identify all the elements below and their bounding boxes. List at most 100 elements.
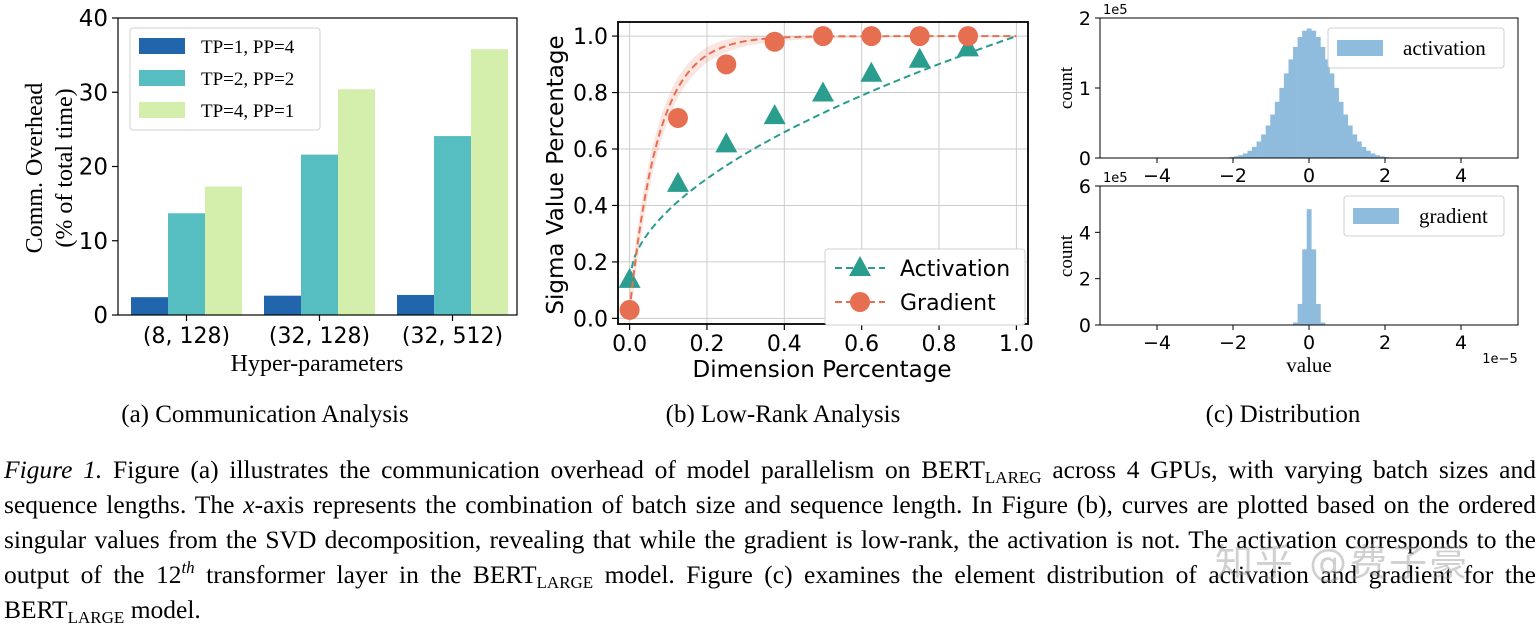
panel-c-top-multiplier: 1e5: [1103, 3, 1128, 18]
legend-label-activation: activation: [1403, 36, 1486, 60]
panel-c-top-ylabel: count: [1056, 66, 1077, 109]
y-tick-label: 6: [1079, 176, 1091, 198]
panel-c: −4 −2 0 2 4 0 1 2 −4 −2 0 2 4 0 2 4 6 1e5 1e5 count cou…: [1056, 3, 1519, 428]
x-tick-label: −2: [1219, 332, 1247, 354]
histogram-bin-activation: [1252, 146, 1257, 158]
caption-text-1: Figure (a) illustrates the communication…: [102, 455, 985, 484]
panel-c-bottom-frame: [1099, 185, 1519, 326]
legend-swatch-tp4-pp1: [139, 102, 185, 118]
series-line-activation: [628, 35, 1017, 279]
subcaption-a: (a) Communication Analysis: [121, 401, 408, 428]
histogram-bin-activation: [1315, 37, 1321, 159]
bar-tp-1-pp-4-2: [397, 294, 434, 315]
x-tick-label: 0.0: [612, 332, 647, 357]
caption-text-5: model. Figure (c) examines the element d…: [4, 560, 1536, 624]
caption-label: Figure 1.: [4, 455, 103, 484]
panel-c-top-frame: [1099, 17, 1519, 159]
x-tick-label: 0.2: [689, 332, 724, 357]
data-point-activation: [715, 132, 738, 153]
x-tick-label: (32, 512): [402, 324, 503, 349]
caption-sub-1: LAREG: [984, 468, 1042, 487]
data-point-activation: [763, 104, 786, 125]
panel-a-legend: TP=1, PP=4 TP=2, PP=2 TP=4, PP=1: [129, 27, 321, 131]
bar-tp-2-pp-2-0: [168, 213, 205, 315]
caption-sub-3: LARGE: [67, 608, 125, 627]
histogram-bin-activation: [1242, 153, 1248, 158]
histogram-bin-activation: [1256, 141, 1262, 158]
histogram-bin-activation: [1247, 150, 1253, 158]
caption-text-3: -axis represents the combination of batc…: [4, 490, 1536, 589]
y-tick-label: 0: [1079, 315, 1091, 337]
y-tick-label: 40: [79, 6, 108, 32]
y-tick-label: 0.8: [573, 82, 608, 107]
subcaption-b: (b) Low-Rank Analysis: [666, 401, 901, 428]
panel-b: 0.0 0.2 0.4 0.6 0.8 1.0 0.0 0.2 0.4 0.6 0.8 1.0 Dim…: [543, 21, 1034, 428]
histogram-bin-activation: [1379, 156, 1385, 158]
x-tick-label: 0.4: [767, 332, 802, 357]
x-tick-label: 2: [1379, 165, 1391, 187]
histogram-bin-activation: [1265, 125, 1271, 158]
histogram-bin-activation: [1293, 46, 1298, 158]
x-tick-label: −4: [1143, 165, 1171, 187]
legend-label-gradient: Gradient: [900, 291, 996, 316]
histogram-bin-activation: [1279, 87, 1285, 158]
panel-c-bottom-ylabel: count: [1056, 234, 1077, 277]
y-tick-label: 1: [1079, 78, 1091, 100]
legend-marker-activation: [849, 256, 871, 276]
data-point-activation: [957, 36, 980, 57]
histogram-bin-gradient: [1320, 322, 1326, 325]
panel-c-bottom-legend: gradient: [1343, 195, 1505, 237]
caption-text-4: transformer layer in the BERT: [194, 560, 537, 589]
data-point-activation: [860, 61, 883, 82]
y-tick-label: 1.0: [573, 25, 608, 50]
x-tick-label: 4: [1455, 332, 1467, 354]
histogram-bin-activation: [1338, 101, 1344, 158]
bar-tp-1-pp-4-0: [131, 297, 168, 315]
histogram-bin-activation: [1366, 150, 1371, 158]
y-tick-label: 0.6: [573, 138, 608, 163]
data-point-gradient: [716, 54, 737, 75]
legend-label-activation: Activation: [900, 257, 1010, 282]
legend-swatch-activation: [1337, 40, 1383, 56]
data-point-gradient: [958, 26, 979, 47]
data-point-activation: [618, 267, 641, 288]
figure-caption: Figure 1. Figure (a) illustrates the com…: [4, 452, 1536, 627]
histogram-bin-gradient: [1302, 249, 1308, 325]
y-tick-label: 0: [93, 303, 108, 329]
histogram-bin-activation: [1334, 87, 1339, 158]
panel-a-ylabel-line1: Comm. Overhead: [22, 83, 48, 254]
legend-swatch-gradient: [1353, 208, 1399, 224]
data-point-activation: [812, 81, 834, 102]
histogram-bin-activation: [1324, 59, 1330, 158]
y-tick-label: 2: [1079, 269, 1091, 291]
y-tick-label: 2: [1079, 8, 1091, 30]
legend-label-gradient: gradient: [1419, 204, 1488, 228]
histogram-bin-activation: [1320, 46, 1326, 158]
legend-swatch-tp1-pp4: [139, 38, 185, 54]
x-tick-label: 0.6: [844, 332, 879, 357]
histogram-bin-activation: [1356, 141, 1362, 158]
x-tick-label: 1.0: [999, 332, 1034, 357]
legend-swatch-tp2-pp2: [139, 70, 185, 86]
bar-tp-2-pp-2-1: [301, 154, 338, 315]
x-tick-label: 4: [1455, 165, 1467, 187]
histogram-bin-gradient: [1297, 303, 1303, 325]
bar-tp-1-pp-4-1: [264, 295, 301, 315]
histogram-bin-activation: [1274, 101, 1280, 158]
data-point-gradient: [861, 26, 882, 47]
histogram-bin-activation: [1297, 37, 1303, 159]
panel-a-frame: [117, 17, 518, 316]
histogram-bin-activation: [1329, 73, 1335, 158]
histogram-bin-gradient: [1315, 303, 1321, 325]
data-point-gradient: [619, 299, 640, 320]
histogram-bin-activation: [1347, 125, 1353, 158]
histogram-bin-activation: [1302, 30, 1308, 159]
panel-c-bottom-multiplier: 1e5: [1103, 171, 1128, 186]
y-tick-label: 0.2: [573, 251, 608, 276]
caption-text-2: across 4 GPUs, with varying batch sizes …: [4, 455, 1536, 519]
y-tick-label: 30: [79, 80, 108, 106]
x-tick-label: 0: [1303, 165, 1315, 187]
data-point-gradient: [667, 107, 688, 128]
y-tick-label: 4: [1079, 222, 1091, 244]
y-tick-label: 0.0: [573, 307, 608, 332]
